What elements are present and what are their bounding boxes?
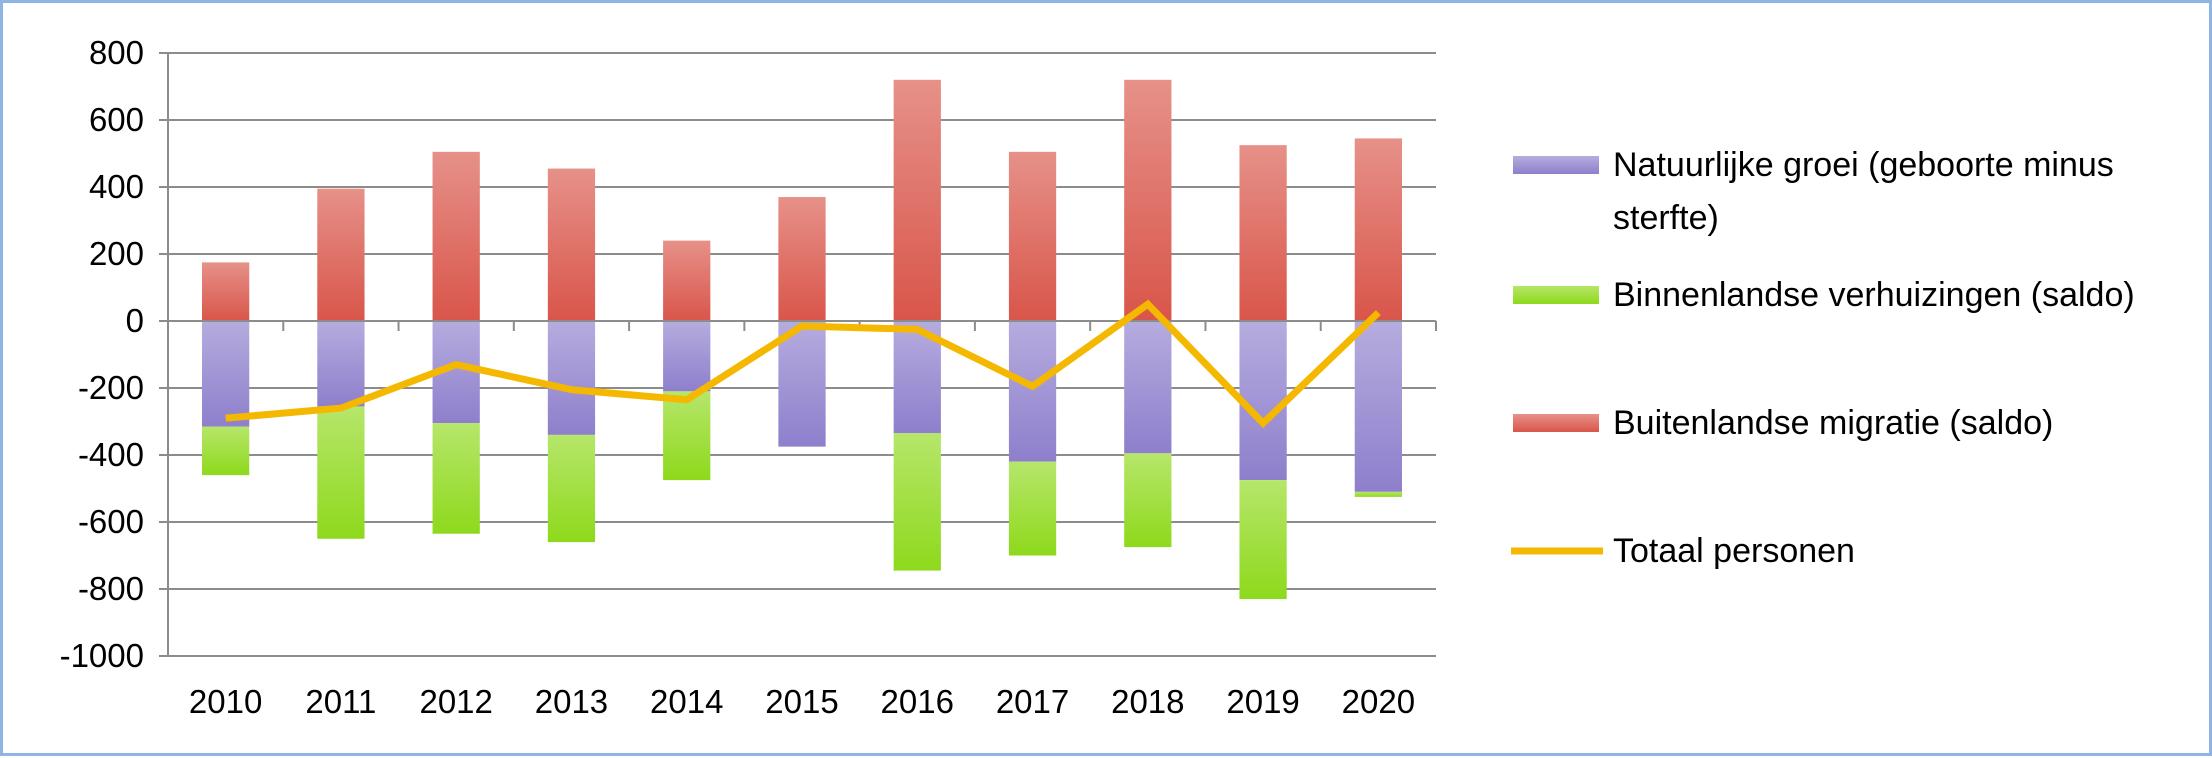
x-tick-label: 2014 [650,683,723,720]
bar-bar-2020 [1355,321,1402,492]
x-tick-label: 2011 [305,683,376,720]
y-tick-label: -200 [78,369,144,406]
x-tick-label: 2010 [189,683,262,720]
y-tick-label: -400 [78,436,144,473]
y-tick-label: -600 [78,503,144,540]
bar-bar-2012 [433,152,480,321]
bar-bar-2014 [663,391,710,480]
bar-bar-2019 [1239,480,1286,599]
legend-label: Natuurlijke groei (geboorte minus [1613,146,2114,184]
bar-bar-2011 [317,406,364,538]
bar-bar-2013 [548,169,595,321]
x-tick-label: 2019 [1226,683,1299,720]
bar-bar-2011 [317,189,364,321]
bar-bar-2016 [894,433,941,570]
y-tick-label: 600 [89,101,144,138]
legend-item: Buitenlandse migratie (saldo) [1513,404,2053,442]
legend-label: Buitenlandse migratie (saldo) [1613,404,2053,442]
legend-label: Totaal personen [1613,532,1855,570]
legend-label: sterfte) [1613,199,1719,237]
bar-bar-2011 [317,321,364,406]
legend-label: Binnenlandse verhuizingen (saldo) [1613,276,2135,314]
bar-bar-2018 [1124,321,1171,453]
bar-bar-2016 [894,80,941,321]
bar-bar-2019 [1239,321,1286,480]
x-tick-label: 2012 [419,683,492,720]
legend-item: Natuurlijke groei (geboorte minus sterfte… [1513,146,2114,237]
legend: Natuurlijke groei (geboorte minus sterfte… [1511,146,2135,570]
x-axis-ticks: 2010 2011 2012 2013 2014 2015 2016 2017 2018 2019… [189,683,1415,720]
bar-bar-2010 [202,321,249,427]
x-tick-label: 2013 [535,683,608,720]
bar-bar-2010 [202,262,249,321]
bar-bar-2020 [1355,138,1402,321]
legend-swatch [1513,156,1599,174]
legend-item: Totaal personen [1511,532,1855,570]
bar-bar-2013 [548,321,595,435]
bar-bar-2015 [778,197,825,321]
y-tick-label: 200 [89,235,144,272]
y-tick-label: 0 [126,302,144,339]
legend-swatch [1513,414,1599,432]
bar-bar-2019 [1239,145,1286,321]
y-tick-label: -800 [78,570,144,607]
y-axis-ticks: 800 600 400 200 0 -200 -400 -600 -800 -1000 [60,34,168,674]
bar-bar-2018 [1124,453,1171,547]
bar-bar-2014 [663,321,710,391]
x-tick-label: 2018 [1111,683,1184,720]
bar-bar-2017 [1009,321,1056,462]
y-tick-label: 400 [89,168,144,205]
y-tick-label: 800 [89,34,144,71]
bar-bar-2012 [433,423,480,534]
legend-swatch [1513,286,1599,304]
x-tick-label: 2020 [1342,683,1415,720]
x-tick-label: 2015 [765,683,838,720]
x-tick-label: 2016 [881,683,954,720]
legend-item: Binnenlandse verhuizingen (saldo) [1513,276,2135,314]
x-tick-label: 2017 [996,683,1069,720]
bar-bar-2013 [548,435,595,542]
y-tick-label: -1000 [60,637,144,674]
bar-bar-2020 [1355,492,1402,497]
bar-bar-2017 [1009,152,1056,321]
bar-bar-2014 [663,241,710,321]
bar-bar-2017 [1009,462,1056,556]
bar-bar-2018 [1124,80,1171,321]
bar-bar-2010 [202,427,249,476]
